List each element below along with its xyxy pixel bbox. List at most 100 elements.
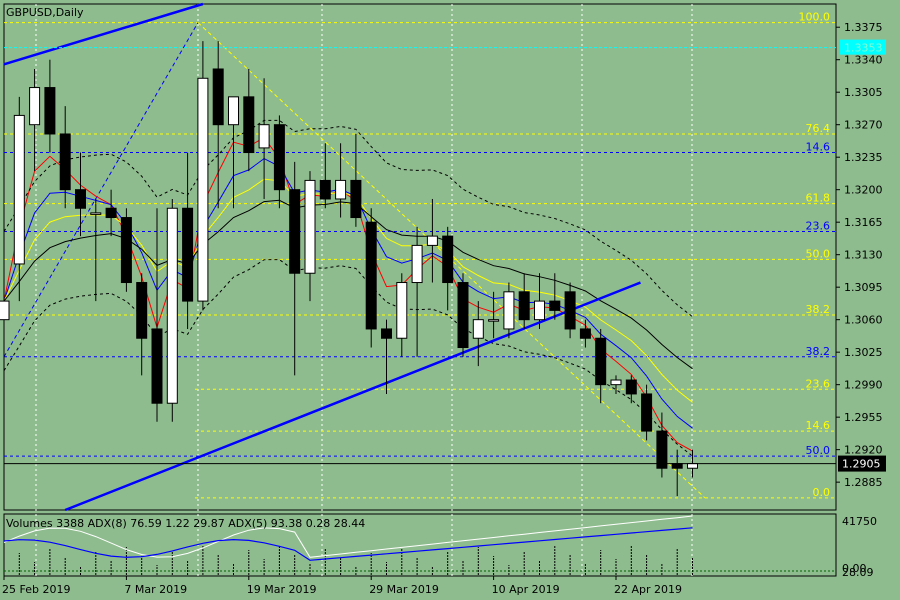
- candle-body: [549, 300, 561, 311]
- indicator-scale-label: 28.09: [842, 566, 874, 579]
- fib-level-label: 61.8: [806, 192, 831, 205]
- ma-yellow-line: [3, 178, 693, 403]
- date-label: 19 Mar 2019: [247, 583, 317, 596]
- price-tick-label: 1.3165: [844, 216, 883, 229]
- trendline-lower: [64, 281, 641, 512]
- candle-body: [258, 124, 270, 149]
- candle-body: [151, 328, 163, 404]
- candle-body: [273, 124, 285, 191]
- candle-body: [641, 393, 653, 432]
- candle-body: [59, 133, 71, 191]
- fib-level-label: 14.6: [806, 419, 831, 432]
- candle-body: [671, 463, 683, 469]
- envelope-lower: [3, 259, 693, 457]
- fib-level-label: 76.4: [806, 122, 831, 135]
- candle-body: [182, 207, 194, 302]
- price-tick-label: 1.3235: [844, 151, 883, 164]
- fib-diagonal: [3, 22, 199, 358]
- candle-body: [136, 282, 148, 339]
- candle-body: [426, 235, 438, 246]
- candle-body: [381, 328, 392, 339]
- price-axis: 1.3375 1.3340 1.3305 1.3270 1.3235 1.3200 1.31…: [4, 21, 886, 489]
- candle-body: [166, 207, 178, 404]
- price-tick-label: 1.3095: [844, 281, 883, 294]
- fib-blue-label: 14.6: [806, 141, 831, 154]
- candle-body: [610, 379, 622, 386]
- fib-blue-label: 23.6: [806, 219, 831, 232]
- date-label: 7 Mar 2019: [124, 583, 187, 596]
- candle-body: [518, 291, 530, 321]
- envelope-upper: [3, 119, 693, 318]
- candle-body: [350, 179, 362, 219]
- indicator-frame: [3, 513, 837, 577]
- price-tick-label: 1.2955: [844, 411, 883, 424]
- candle-body: [656, 430, 668, 469]
- candle-body: [243, 96, 255, 154]
- candle-body: [335, 179, 347, 200]
- ma-black-line: [3, 199, 693, 370]
- candle-body: [319, 179, 331, 200]
- candle-body: [44, 87, 56, 135]
- price-tick-label: 1.2990: [844, 379, 883, 392]
- price-tick-label: 1.3340: [844, 54, 883, 67]
- adx-white-line: [3, 515, 693, 558]
- fib-level-label: 0.0: [813, 486, 831, 499]
- candle-body: [472, 319, 484, 339]
- candle-body: [212, 68, 224, 126]
- price-tick-label: 1.3270: [844, 119, 883, 132]
- price-tick-label: 1.3375: [844, 21, 883, 34]
- candle-body: [595, 337, 607, 386]
- candle-body: [579, 328, 591, 339]
- candle-body: [228, 96, 239, 126]
- date-label: 22 Apr 2019: [614, 583, 682, 596]
- fib-level-label: 100.0: [799, 11, 831, 24]
- candle-body: [503, 291, 515, 330]
- highlight-price-label: 1.3353: [844, 42, 883, 55]
- date-label: 29 Mar 2019: [369, 583, 439, 596]
- fib-blue-label: 50.0: [806, 444, 831, 457]
- fib-diagonal: [197, 22, 706, 499]
- candle-body: [534, 300, 545, 321]
- candle-body: [0, 300, 10, 321]
- indicator-scale-label: 0.00: [842, 562, 867, 575]
- moving-averages: [3, 119, 693, 457]
- candle-body: [304, 179, 316, 274]
- fib-level-label: 23.6: [806, 377, 831, 390]
- price-tick-label: 1.2920: [844, 444, 883, 457]
- current-price-label: 1.2905: [842, 458, 881, 471]
- candle-body: [488, 319, 500, 322]
- candles: [0, 41, 698, 497]
- candle-body: [687, 463, 698, 469]
- chart-title: GBPUSD,Daily: [6, 6, 84, 19]
- fib-blue-label: 38.2: [806, 345, 831, 358]
- candle-body: [396, 282, 408, 339]
- price-tick-label: 1.3060: [844, 314, 883, 327]
- indicator-title: Volumes 3388 ADX(8) 76.59 1.22 29.87 ADX…: [6, 517, 365, 530]
- price-tick-label: 1.2885: [844, 476, 883, 489]
- candle-body: [365, 221, 377, 330]
- candle-body: [442, 235, 454, 284]
- trendline-upper: [3, 2, 204, 66]
- candle-body: [120, 217, 132, 284]
- candle-body: [625, 379, 637, 395]
- fib-level-label: 38.2: [806, 303, 831, 316]
- price-tick-label: 1.3200: [844, 184, 883, 197]
- candle-body: [564, 291, 576, 330]
- highlight-price-box: [840, 39, 886, 55]
- candle-body: [13, 114, 25, 265]
- candle-body: [457, 282, 469, 349]
- ma-blue-line: [3, 158, 693, 429]
- adx-blue-line: [3, 527, 693, 561]
- candle-body: [197, 77, 209, 302]
- indicator-scale-label: 41750: [842, 515, 877, 528]
- candle-body: [75, 189, 86, 209]
- fib-level-label: 50.0: [806, 247, 831, 260]
- candle-body: [90, 212, 102, 215]
- candle-body: [29, 87, 41, 126]
- trendlines: [3, 2, 641, 512]
- price-tick-label: 1.3025: [844, 346, 883, 359]
